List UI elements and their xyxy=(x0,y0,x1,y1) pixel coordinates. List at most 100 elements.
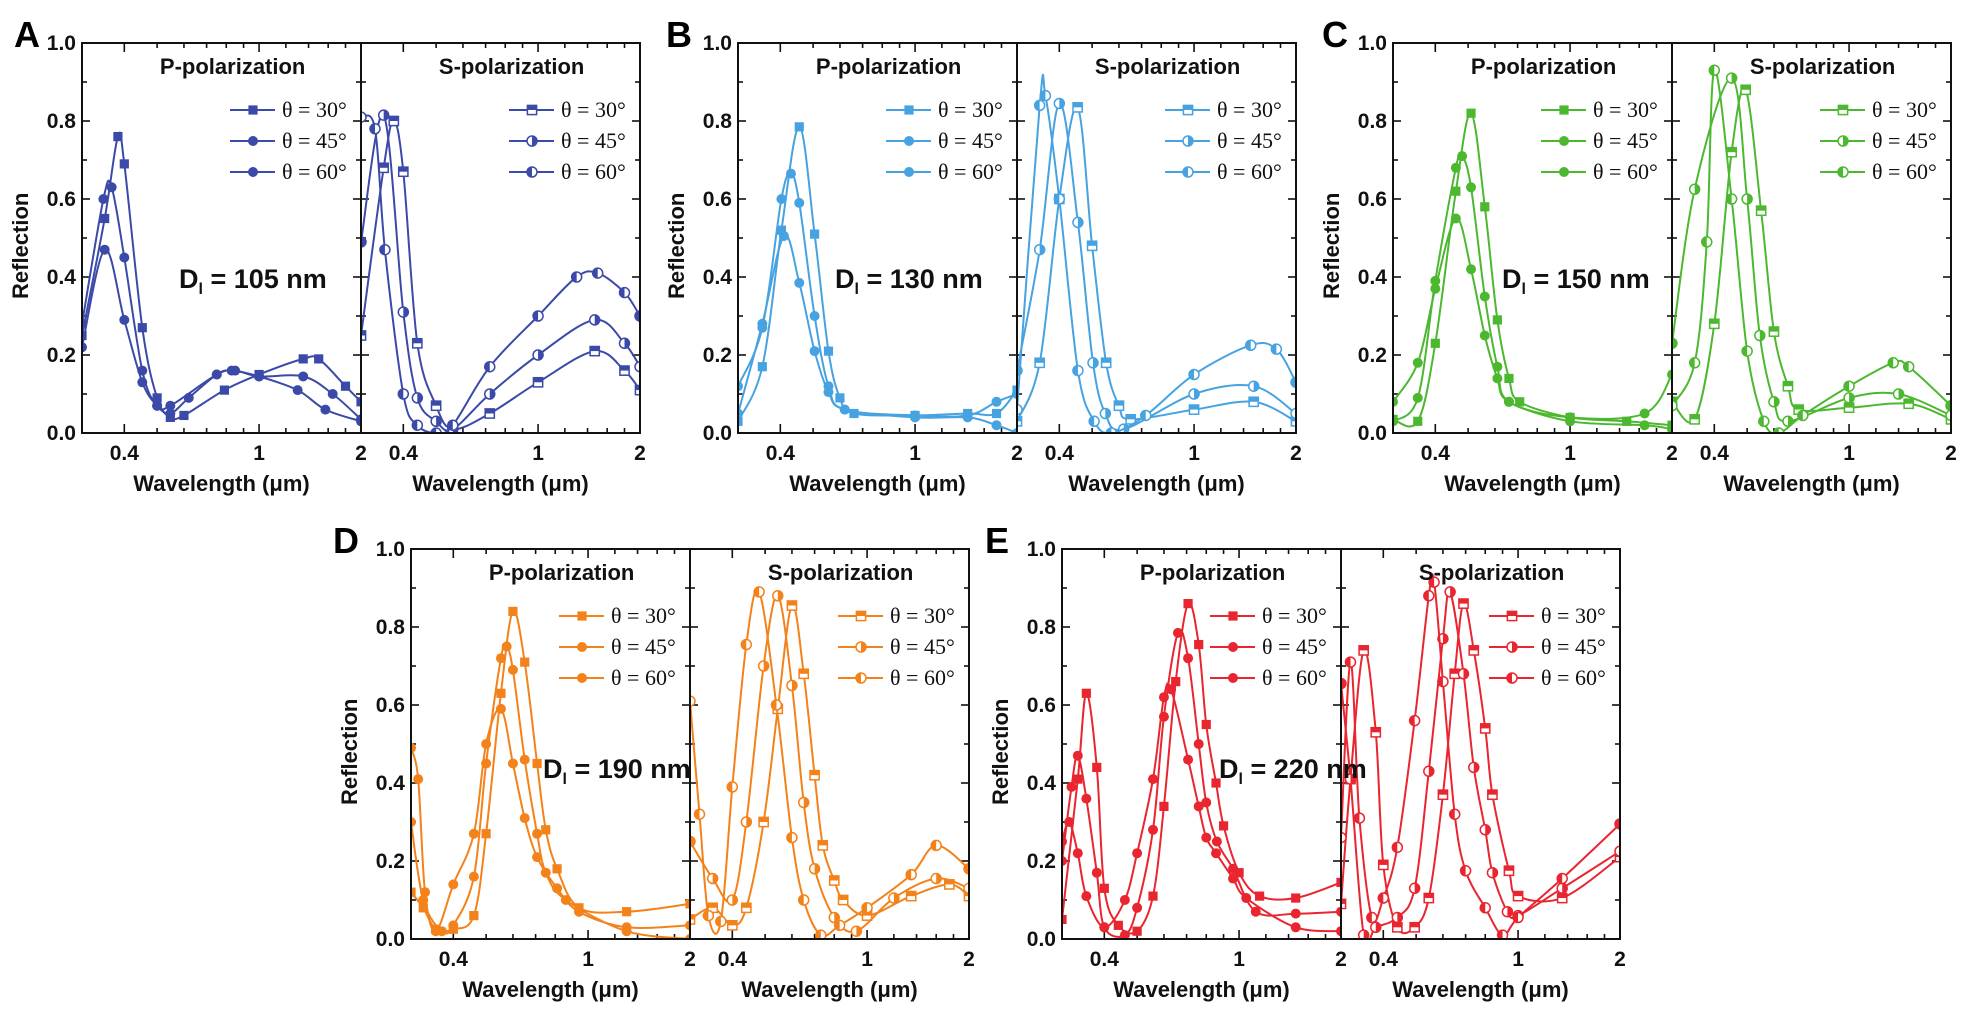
data-point xyxy=(618,286,631,299)
data-point xyxy=(420,887,431,898)
data-point xyxy=(1092,762,1102,772)
legend-label: θ = 45° xyxy=(561,128,626,153)
data-point xyxy=(1012,389,1017,399)
data-point xyxy=(532,758,542,769)
p-polarization-plot: 0.4 1 2 0.0 0.2 0.4 0.6 0.8 1.0 P-polarization Wav… xyxy=(1319,32,1678,496)
data-point xyxy=(481,739,492,749)
legend-item: θ = 60° xyxy=(1489,665,1606,690)
circle-marker xyxy=(430,926,441,937)
square-marker-half-fill xyxy=(708,903,718,908)
circle-marker-half-fill xyxy=(1106,428,1112,433)
data-point xyxy=(809,311,820,321)
series-group xyxy=(1341,573,1620,939)
data-point xyxy=(1565,416,1576,427)
legend-item: θ = 45° xyxy=(509,128,626,153)
circle-marker-half-fill xyxy=(1747,194,1753,204)
x-tick-label: 1 xyxy=(582,948,594,971)
legend-marker xyxy=(904,167,914,177)
circle-marker xyxy=(152,400,163,411)
y-tick-label: 1.0 xyxy=(1358,32,1387,55)
legend-label: θ = 30° xyxy=(1541,603,1606,628)
legend: θ = 30° θ = 45° θ = 60° xyxy=(230,97,347,184)
circle-marker-outline xyxy=(690,695,696,707)
data-point xyxy=(1188,368,1200,381)
circle-marker-half-fill xyxy=(484,361,490,372)
square-marker-half-fill xyxy=(1087,241,1097,246)
circle-marker xyxy=(1667,424,1672,433)
layer-thickness-annotation: Dl = 220 nm xyxy=(1219,754,1367,788)
x-tick-label: 0.4 xyxy=(1700,442,1730,465)
data-point xyxy=(1377,859,1389,871)
data-point xyxy=(1228,873,1239,884)
circle-marker xyxy=(1457,151,1468,162)
data-point xyxy=(1480,202,1490,212)
square-marker xyxy=(577,611,587,621)
circle-marker-outline xyxy=(963,882,969,895)
circle-marker xyxy=(1183,653,1194,664)
figure-panels: A 0.4 1 2 0.0 0.2 0.4 0.6 0.8 1.0 P-polarization Wa… xyxy=(8,14,1957,1002)
legend-marker xyxy=(1182,135,1194,147)
data-point xyxy=(726,920,738,931)
data-point xyxy=(794,277,805,288)
circle-marker-half-fill xyxy=(532,136,537,146)
circle-marker xyxy=(1565,416,1576,427)
data-point xyxy=(1370,921,1382,934)
legend-item: θ = 30° xyxy=(1165,97,1282,122)
legend-marker xyxy=(1506,610,1518,622)
legend-item: θ = 60° xyxy=(1165,159,1282,184)
circle-marker xyxy=(809,346,820,357)
data-point xyxy=(619,365,630,376)
circle-marker-half-fill xyxy=(931,840,937,851)
data-point xyxy=(219,385,229,395)
circle-marker xyxy=(1667,369,1672,380)
data-point xyxy=(1487,789,1498,801)
legend-item: θ = 30° xyxy=(1489,603,1606,628)
legend-marker xyxy=(855,672,867,684)
data-point xyxy=(1072,848,1083,859)
data-point xyxy=(726,894,739,906)
circle-marker-half-fill xyxy=(690,836,695,847)
data-point xyxy=(1336,926,1341,937)
legend-item: θ = 30° xyxy=(886,97,1003,122)
legend-item: θ = 45° xyxy=(230,128,347,153)
circle-marker-half-fill xyxy=(1709,65,1715,76)
circle-marker-half-fill xyxy=(856,926,862,937)
data-point xyxy=(361,111,367,123)
data-point xyxy=(726,781,739,793)
x-tick-label: 0.4 xyxy=(718,948,748,971)
data-point xyxy=(1758,415,1770,428)
data-point xyxy=(888,892,900,904)
data-point xyxy=(298,371,309,382)
data-point xyxy=(165,408,176,419)
circle-marker-half-fill xyxy=(1140,410,1146,421)
data-point xyxy=(1344,773,1357,785)
data-point xyxy=(1159,801,1169,811)
data-point xyxy=(786,600,798,611)
data-point xyxy=(1843,380,1855,392)
data-point xyxy=(430,415,442,428)
circle-marker xyxy=(1412,392,1423,403)
circle-marker-half-fill xyxy=(398,389,404,399)
circle-marker-outline xyxy=(634,360,640,373)
data-point xyxy=(1228,863,1239,874)
circle-marker-half-fill xyxy=(1423,590,1429,601)
data-point xyxy=(910,412,921,423)
circle-marker-half-fill xyxy=(1513,912,1519,923)
circle-marker-half-fill xyxy=(1040,90,1046,101)
y-tick-label: 0.2 xyxy=(1027,850,1056,873)
data-point xyxy=(1887,357,1899,369)
y-tick-label: 1.0 xyxy=(703,32,732,55)
circle-marker-half-fill xyxy=(1849,392,1855,403)
circle-marker-half-fill xyxy=(862,902,868,913)
square-marker xyxy=(809,229,820,239)
data-point xyxy=(1033,99,1046,112)
data-point xyxy=(1556,872,1568,885)
data-point xyxy=(369,123,381,135)
legend-label: θ = 60° xyxy=(938,159,1003,184)
circle-marker xyxy=(785,168,796,179)
y-axis-label: Reflection xyxy=(1319,193,1344,299)
data-point xyxy=(1708,318,1720,330)
series-theta-60 xyxy=(411,703,690,937)
square-marker-half-fill xyxy=(799,669,809,674)
data-point xyxy=(690,695,696,707)
